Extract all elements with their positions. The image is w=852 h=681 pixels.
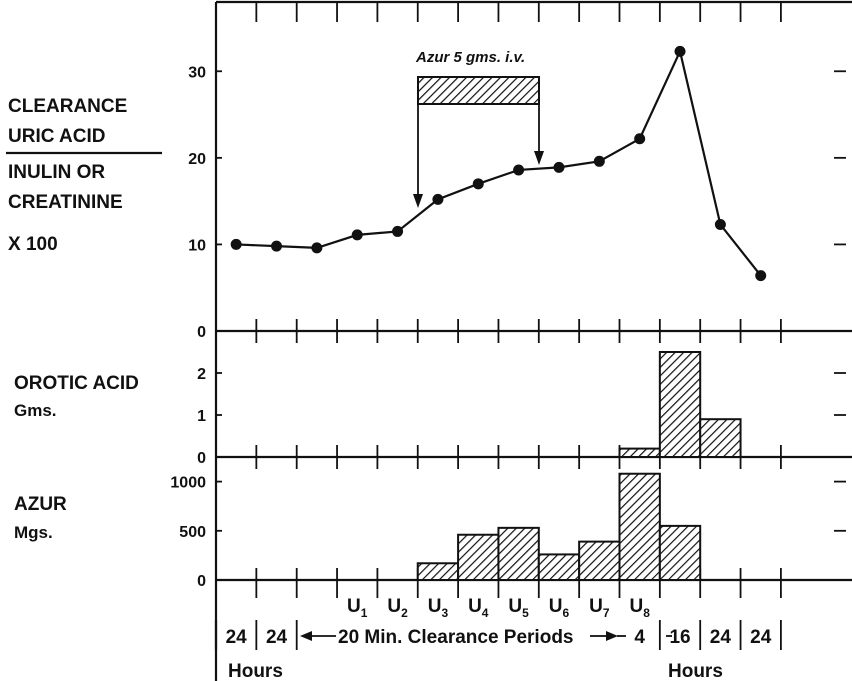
azur-bar <box>578 540 621 582</box>
ytick-label: 30 <box>188 64 206 81</box>
azur-annotation: Azur 5 gms. i.v. <box>413 49 544 208</box>
clearance-series-line <box>236 47 762 277</box>
ytick-label: 500 <box>179 524 206 541</box>
ylabel-line-2: URIC ACID <box>8 126 105 147</box>
period-label-u: U7 <box>589 596 610 620</box>
annotation-label: Azur 5 gms. i.v. <box>415 49 525 66</box>
ytick-label: 0 <box>197 324 206 341</box>
clearance-ylabel: CLEARANCE URIC ACID INULIN OR CREATININE… <box>6 96 162 255</box>
azur-ylabel-line-2: Mgs. <box>14 523 53 542</box>
period-label-hours: 24 <box>226 627 248 648</box>
period-label-u: U2 <box>387 596 408 620</box>
annotation-bar <box>417 76 540 105</box>
ytick-label: 0 <box>197 450 206 467</box>
clearance-arrowhead-right <box>606 631 618 641</box>
clearance-point <box>593 155 605 167</box>
azur-bar <box>618 472 661 581</box>
clearance-point <box>714 219 726 231</box>
annotation-arrowhead-start <box>413 194 423 208</box>
tail-label: 4 <box>634 627 645 648</box>
ytick-label: 1000 <box>170 475 206 492</box>
clearance-point <box>755 270 767 282</box>
orotic-ylabel-line-2: Gms. <box>14 401 57 420</box>
period-label-u: U8 <box>629 596 650 620</box>
period-label-u: U6 <box>549 596 570 620</box>
clearance-periods-text: 20 Min. Clearance Periods <box>338 627 574 648</box>
period-label-hours: 24 <box>266 627 288 648</box>
ytick-label: 0 <box>197 573 206 590</box>
azur-bars-layer <box>416 472 702 582</box>
ylabel-line-4: CREATININE <box>8 192 123 213</box>
azur-bar <box>457 533 500 582</box>
azur-bar <box>658 524 702 582</box>
clearance-point <box>513 164 525 176</box>
clearance-point <box>674 45 686 57</box>
clearance-point <box>311 242 323 254</box>
tail-label: 24 <box>750 627 772 648</box>
azur-ylabel: AZUR Mgs. <box>14 494 67 542</box>
orotic-ylabel: OROTIC ACID Gms. <box>14 373 139 420</box>
clearance-point <box>271 240 283 252</box>
clearance-point <box>392 225 404 237</box>
clearance-line-layer <box>230 45 767 282</box>
orotic-bars-layer <box>618 351 742 459</box>
ylabel-line-3: INULIN OR <box>8 162 105 183</box>
annotation-arrowhead-end <box>534 151 544 165</box>
period-label-u: U5 <box>508 596 529 620</box>
azur-bar <box>416 562 460 581</box>
clearance-point <box>351 229 363 241</box>
period-label-u: U1 <box>347 596 368 620</box>
azur-bar <box>497 526 540 582</box>
hours-label-right: Hours <box>668 661 723 681</box>
ytick-label: 20 <box>188 151 206 168</box>
tail-labels-layer: 4 16 24 24 <box>617 627 772 648</box>
ytick-label: 1 <box>197 408 206 425</box>
period-label-u: U4 <box>468 596 489 620</box>
ylabel-line-1: CLEARANCE <box>8 96 127 117</box>
clearance-point <box>634 133 646 145</box>
clearance-point <box>553 161 565 173</box>
ytick-label: 10 <box>188 237 206 254</box>
tail-label: 16 <box>669 627 690 648</box>
orotic-acid-bar <box>699 418 742 459</box>
azur-ylabel-line-1: AZUR <box>14 494 67 515</box>
clearance-point <box>432 193 444 205</box>
ytick-label: 2 <box>197 366 206 383</box>
tail-label: 24 <box>710 627 732 648</box>
orotic-acid-bar <box>618 447 661 459</box>
clearance-point <box>230 238 242 250</box>
ticks-layer <box>255 2 782 650</box>
clearance-arrowhead-left <box>300 631 312 641</box>
orotic-ylabel-line-1: OROTIC ACID <box>14 373 139 394</box>
period-label-u: U3 <box>428 596 449 620</box>
ylabel-line-5: X 100 <box>8 234 58 255</box>
azur-bar <box>537 553 581 582</box>
hours-label-left: Hours <box>228 661 283 681</box>
clearance-point <box>472 178 484 190</box>
clearance-periods-label: 20 Min. Clearance Periods <box>300 627 618 648</box>
orotic-acid-bar <box>658 351 702 458</box>
